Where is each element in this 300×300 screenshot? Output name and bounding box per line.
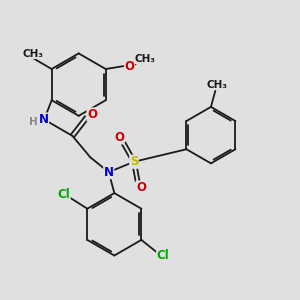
Text: Cl: Cl bbox=[57, 188, 70, 201]
Text: CH₃: CH₃ bbox=[206, 80, 227, 90]
Text: CH₃: CH₃ bbox=[134, 54, 155, 64]
Text: S: S bbox=[130, 155, 138, 168]
Text: O: O bbox=[87, 108, 97, 121]
Text: CH₃: CH₃ bbox=[23, 49, 44, 58]
Text: Cl: Cl bbox=[157, 249, 169, 262]
Text: N: N bbox=[39, 113, 49, 126]
Text: O: O bbox=[136, 181, 146, 194]
Text: O: O bbox=[124, 59, 134, 73]
Text: O: O bbox=[114, 131, 124, 144]
Text: N: N bbox=[104, 166, 114, 178]
Text: H: H bbox=[28, 117, 37, 127]
